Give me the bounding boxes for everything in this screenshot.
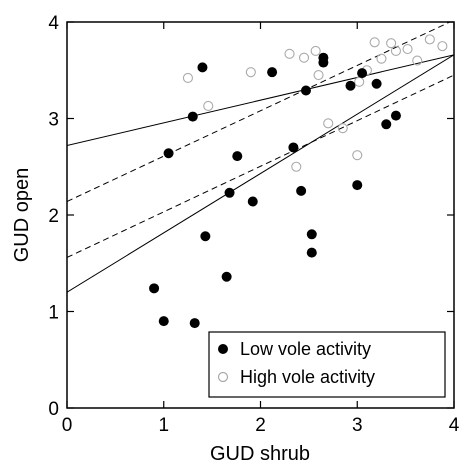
solid-fit-line bbox=[67, 54, 454, 293]
point-low-vole-activity bbox=[224, 187, 235, 198]
data-points bbox=[149, 34, 448, 329]
legend-label-low: Low vole activity bbox=[240, 339, 371, 359]
point-high-vole-activity bbox=[386, 38, 397, 49]
point-low-vole-activity bbox=[357, 68, 368, 79]
point-low-vole-activity bbox=[163, 148, 174, 159]
point-low-vole-activity bbox=[267, 67, 278, 78]
point-high-vole-activity bbox=[352, 150, 363, 161]
point-high-vole-activity bbox=[182, 72, 193, 84]
y-tick-label: 4 bbox=[48, 13, 59, 34]
point-high-vole-activity bbox=[245, 67, 256, 78]
point-low-vole-activity bbox=[306, 247, 317, 258]
point-high-vole-activity bbox=[323, 118, 334, 129]
point-high-vole-activity bbox=[437, 41, 448, 52]
dashed-fit-line bbox=[67, 74, 454, 258]
point-low-vole-activity bbox=[200, 231, 211, 242]
point-low-vole-activity bbox=[381, 119, 392, 130]
y-axis-title: GUD open bbox=[11, 168, 33, 263]
y-tick-label: 2 bbox=[48, 206, 59, 227]
legend: Low vole activity High vole activity bbox=[208, 331, 446, 398]
y-tick-labels: 0 1 2 3 4 bbox=[48, 13, 59, 420]
point-high-vole-activity bbox=[284, 48, 295, 59]
legend-label-high: High vole activity bbox=[240, 367, 375, 387]
x-tick-label: 1 bbox=[158, 415, 169, 436]
x-tick-label: 2 bbox=[255, 415, 266, 436]
y-tick-label: 0 bbox=[48, 399, 59, 420]
x-tick-label: 3 bbox=[352, 415, 363, 436]
point-low-vole-activity bbox=[232, 151, 243, 162]
point-high-vole-activity bbox=[354, 76, 365, 87]
legend-box bbox=[208, 331, 446, 398]
point-low-vole-activity bbox=[306, 229, 317, 240]
point-high-vole-activity bbox=[298, 52, 310, 63]
y-tick-label: 3 bbox=[48, 110, 59, 131]
point-low-vole-activity bbox=[149, 283, 160, 294]
point-low-vole-activity bbox=[187, 111, 198, 122]
point-low-vole-activity bbox=[390, 110, 401, 121]
y-tick-label: 1 bbox=[48, 303, 59, 324]
point-low-vole-activity bbox=[345, 80, 356, 91]
tick-marks bbox=[66, 21, 455, 409]
point-low-vole-activity bbox=[288, 142, 299, 153]
point-low-vole-activity bbox=[371, 78, 382, 89]
point-low-vole-activity bbox=[221, 271, 232, 282]
point-low-vole-activity bbox=[318, 57, 329, 68]
point-high-vole-activity bbox=[310, 45, 321, 57]
point-low-vole-activity bbox=[158, 316, 169, 327]
point-high-vole-activity bbox=[337, 123, 348, 134]
point-high-vole-activity bbox=[390, 45, 402, 57]
point-high-vole-activity bbox=[376, 53, 387, 64]
point-low-vole-activity bbox=[247, 196, 258, 207]
point-low-vole-activity bbox=[296, 185, 307, 196]
legend-marker-high bbox=[217, 371, 229, 383]
dashed-fit-line bbox=[67, 22, 452, 202]
point-low-vole-activity bbox=[300, 85, 311, 96]
point-high-vole-activity bbox=[412, 55, 423, 66]
point-high-vole-activity bbox=[313, 70, 324, 81]
point-low-vole-activity bbox=[352, 180, 363, 191]
point-high-vole-activity bbox=[203, 100, 214, 112]
x-tick-labels: 0 1 2 3 4 bbox=[62, 415, 459, 436]
x-tick-label: 0 bbox=[62, 415, 73, 436]
point-high-vole-activity bbox=[291, 161, 302, 172]
point-low-vole-activity bbox=[189, 318, 200, 329]
solid-fit-line bbox=[67, 54, 454, 147]
x-axis-title: GUD shrub bbox=[210, 443, 310, 465]
point-high-vole-activity bbox=[402, 43, 413, 55]
x-tick-label: 4 bbox=[449, 415, 459, 436]
point-high-vole-activity bbox=[369, 37, 380, 48]
point-low-vole-activity bbox=[197, 62, 208, 73]
point-high-vole-activity bbox=[424, 34, 435, 45]
legend-marker-low bbox=[218, 344, 228, 354]
fit-lines bbox=[67, 22, 454, 293]
